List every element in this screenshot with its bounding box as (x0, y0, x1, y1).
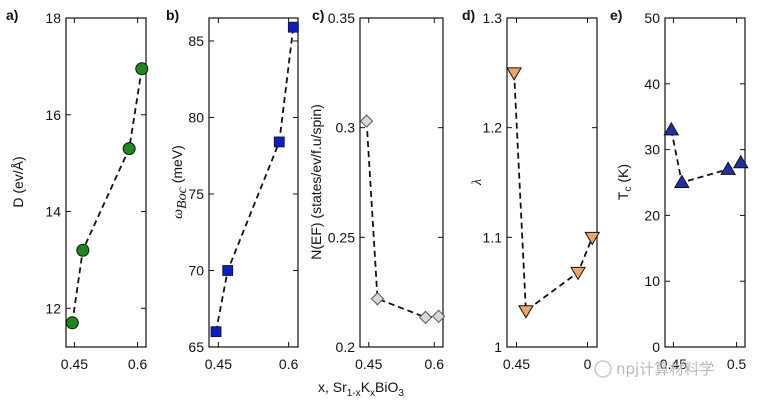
panel-c-frame (359, 17, 444, 348)
panel-a-ytick-label: 18 (45, 10, 61, 26)
panel-a-frame (65, 17, 147, 348)
panel-e-ylabel-unit: (K) (615, 164, 631, 187)
panel-b-ytick-label: 75 (188, 186, 204, 202)
panel-e-ylabel-t: T (615, 191, 631, 200)
panel-e-ytick-label: 30 (644, 142, 660, 158)
panel-c-ytick-label: 0.25 (328, 229, 355, 245)
xlabel-prefix: x, Sr (318, 379, 347, 395)
panel-b-point (210, 326, 222, 338)
panel-c-ytick-label: 0.35 (328, 10, 355, 26)
shared-xlabel: x, Sr1-xKxBiO3 (318, 379, 404, 399)
xlabel-sub1: 1-x (347, 388, 361, 399)
panel-b-letter: b) (166, 7, 179, 23)
panel-c: 0.2 0.25 0.3 0.35 0.45 0.6 (328, 10, 446, 372)
panel-d-point (518, 305, 534, 319)
panel-d-point (584, 231, 601, 246)
panel-d-series-line (513, 72, 594, 313)
panel-a-letter: a) (6, 7, 18, 23)
panel-e-letter: e) (610, 7, 622, 23)
panel-c-ytick-label: 0.3 (336, 120, 356, 136)
panel-c-ylabel: N(EF) (states/ev/f.u/spin) (308, 104, 324, 260)
panel-d-ylabel: λ (470, 179, 485, 186)
xlabel-sub2: x (370, 388, 375, 399)
panel-a-xtick-label: 0.6 (128, 356, 148, 372)
panel-e-ylabel-sub: c (623, 187, 634, 192)
panel-b-xtick-label: 0.45 (205, 356, 232, 372)
panel-c-point (359, 114, 374, 128)
xlabel-suffix: BiO (375, 379, 398, 395)
panel-d-frame (506, 17, 598, 348)
panel-b-point (222, 265, 234, 276)
panel-b-ylabel: ωBoc (meV) (169, 145, 190, 219)
panel-e-ylabel: Tc (K) (615, 164, 634, 200)
panel-d-ytick-label: 1.3 (483, 10, 503, 26)
panel-b-ylabel-unit: (meV) (169, 145, 185, 187)
panel-e-frame (664, 17, 746, 348)
panel-c-letter: c) (312, 7, 324, 23)
panel-a-point (76, 243, 90, 257)
panel-a-ytick-label: 14 (45, 204, 61, 220)
panel-d-xtick-label: 0.45 (503, 356, 530, 372)
panel-e-point (720, 161, 737, 175)
panel-a-xtick-label: 0.45 (61, 356, 88, 372)
panel-b-ytick-label: 85 (188, 33, 204, 49)
panel-a-point (135, 62, 149, 76)
panel-c-xtick-label: 0.6 (425, 356, 445, 372)
panel-c-xtick-label: 0.45 (355, 356, 382, 372)
panel-b-point (273, 136, 285, 148)
panel-e-point (732, 154, 749, 169)
panel-b-ytick-label: 80 (188, 109, 204, 125)
watermark-logo-icon (594, 360, 612, 378)
panel-a-point (65, 316, 79, 330)
panel-d-point (506, 67, 522, 81)
panel-e-ytick-label: 10 (644, 273, 660, 289)
panel-d-letter: d) (462, 7, 475, 23)
panel-b-ylabel-omega: ω (171, 209, 186, 219)
watermark-text: npj计算材料学 (616, 360, 714, 378)
panel-c-point (370, 292, 385, 306)
panel-e-ytick-label: 20 (644, 207, 660, 223)
panel-d-xtick-label: 0 (584, 356, 592, 372)
panel-c-point (418, 310, 433, 325)
panel-a: 12 14 16 18 0.45 0.6 (45, 10, 149, 372)
panel-c-series-line (365, 121, 439, 319)
panel-b-frame (208, 17, 299, 348)
panel-e-point (673, 174, 690, 188)
panel-b-point (287, 21, 299, 33)
panel-a-ytick-label: 16 (45, 107, 61, 123)
panel-e-xtick-label: 0.45 (660, 356, 687, 372)
panel-a-series-line (71, 68, 143, 323)
panel-d-ytick-label: 1.1 (483, 229, 503, 245)
panel-e-ytick-label: 50 (644, 10, 660, 26)
panel-b-xtick-label: 0.6 (279, 356, 299, 372)
panel-a-ylabel: D (ev/Å) (10, 156, 26, 207)
panel-e: 0 10 20 30 40 50 0.45 0.5 (644, 10, 749, 372)
watermark: npj计算材料学 (594, 360, 714, 378)
panel-b-ytick-label: 70 (188, 262, 204, 278)
panel-e-ytick-label: 0 (652, 339, 660, 355)
xlabel-mid: K (361, 379, 371, 395)
panel-c-point (431, 309, 446, 324)
panel-d-ytick-label: 1 (494, 339, 502, 355)
panel-b-ytick-label: 65 (188, 339, 204, 355)
panel-b-ylabel-sub: Boc (175, 186, 190, 209)
panel-e-point (663, 121, 680, 136)
panel-e-ytick-label: 40 (644, 76, 660, 92)
panel-d: 1 1.1 1.2 1.3 0.45 0 (483, 10, 601, 372)
panel-c-ytick-label: 0.2 (336, 339, 356, 355)
panel-d-point (570, 266, 586, 281)
panel-b-series-line (215, 27, 295, 332)
panel-e-xtick-label: 0.5 (727, 356, 747, 372)
panel-a-point (122, 142, 136, 156)
panel-d-ytick-label: 1.2 (483, 120, 503, 136)
xlabel-sub3: 3 (398, 388, 404, 399)
panel-a-ytick-label: 12 (45, 300, 61, 316)
panel-b: 65 70 75 80 85 0.45 0.6 (188, 17, 299, 372)
